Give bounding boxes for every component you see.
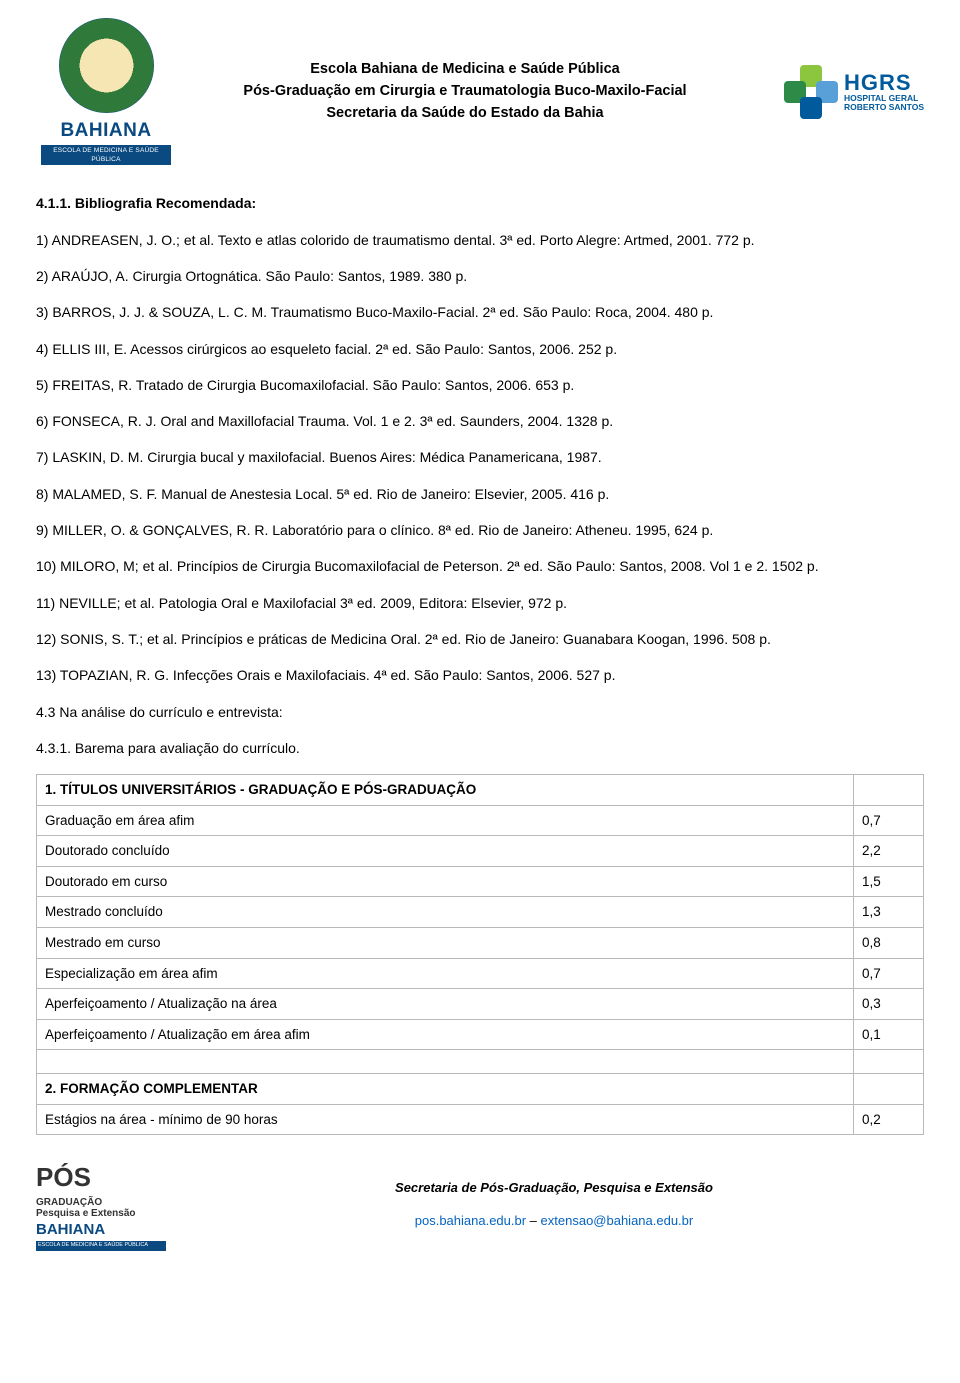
table-row: Graduação em área afim0,7 <box>37 805 924 836</box>
reference-7: 7) LASKIN, D. M. Cirurgia bucal y maxilo… <box>36 447 924 467</box>
page-footer: PÓS GRADUAÇÃO Pesquisa e Extensão BAHIAN… <box>36 1159 924 1250</box>
footer-link-email[interactable]: extensao@bahiana.edu.br <box>541 1213 694 1228</box>
table-blank-cell <box>854 1050 924 1074</box>
section-4-3-heading: 4.3 Na análise do currículo e entrevista… <box>36 702 924 722</box>
pos-logo-sub2: Pesquisa e Extensão <box>36 1208 166 1219</box>
hgrs-logo-block: HGRS HOSPITAL GERAL ROBERTO SANTOS <box>754 65 924 119</box>
table-cell-label: Estágios na área - mínimo de 90 horas <box>37 1104 854 1135</box>
reference-6: 6) FONSECA, R. J. Oral and Maxillofacial… <box>36 411 924 431</box>
reference-10: 10) MILORO, M; et al. Princípios de Ciru… <box>36 556 924 576</box>
barema-table: 1. TÍTULOS UNIVERSITÁRIOS - GRADUAÇÃO E … <box>36 774 924 1135</box>
bahiana-logo-subtitle: ESCOLA DE MEDICINA E SAÚDE PÚBLICA <box>41 145 171 166</box>
table-cell-label: Mestrado em curso <box>37 927 854 958</box>
table-row: Doutorado concluído2,2 <box>37 836 924 867</box>
table-row: Doutorado em curso1,5 <box>37 866 924 897</box>
footer-bahiana-title: BAHIANA <box>36 1219 166 1241</box>
pos-graduacao-logo: PÓS GRADUAÇÃO Pesquisa e Extensão BAHIAN… <box>36 1159 166 1250</box>
reference-1: 1) ANDREASEN, J. O.; et al. Texto e atla… <box>36 230 924 250</box>
table-cell-label: Doutorado concluído <box>37 836 854 867</box>
page-header: BAHIANA ESCOLA DE MEDICINA E SAÚDE PÚBLI… <box>36 18 924 165</box>
table-cell-value: 1,5 <box>854 866 924 897</box>
header-line-1: Escola Bahiana de Medicina e Saúde Públi… <box>186 59 744 81</box>
footer-secretariat: Secretaria de Pós-Graduação, Pesquisa e … <box>184 1179 924 1198</box>
header-line-2: Pós-Graduação em Cirurgia e Traumatologi… <box>186 81 744 103</box>
table-section-1-title: 1. TÍTULOS UNIVERSITÁRIOS - GRADUAÇÃO E … <box>37 775 854 806</box>
table-cell-label: Doutorado em curso <box>37 866 854 897</box>
table-cell-label: Mestrado concluído <box>37 897 854 928</box>
table-cell-value: 2,2 <box>854 836 924 867</box>
cirurgia-traumatologia-seal-icon <box>59 18 154 113</box>
table-cell-label: Aperfeiçoamento / Atualização em área af… <box>37 1019 854 1050</box>
hgrs-cross-icon <box>784 65 838 119</box>
reference-2: 2) ARAÚJO, A. Cirurgia Ortognática. São … <box>36 266 924 286</box>
table-row: Especialização em área afim0,7 <box>37 958 924 989</box>
reference-13: 13) TOPAZIAN, R. G. Infecções Orais e Ma… <box>36 665 924 685</box>
table-cell-value: 1,3 <box>854 897 924 928</box>
footer-links: pos.bahiana.edu.br – extensao@bahiana.ed… <box>184 1212 924 1231</box>
section-4-1-1-heading: 4.1.1. Bibliografia Recomendada: <box>36 193 924 213</box>
table-row: Mestrado em curso0,8 <box>37 927 924 958</box>
pos-logo-sub1: GRADUAÇÃO <box>36 1197 166 1208</box>
table-cell-value: 0,8 <box>854 927 924 958</box>
footer-link-site[interactable]: pos.bahiana.edu.br <box>415 1213 526 1228</box>
table-section-2-title: 2. FORMAÇÃO COMPLEMENTAR <box>37 1074 854 1105</box>
table-cell-value: 0,7 <box>854 805 924 836</box>
hgrs-title: HGRS <box>844 71 924 94</box>
reference-12: 12) SONIS, S. T.; et al. Princípios e pr… <box>36 629 924 649</box>
section-4-3-1-heading: 4.3.1. Barema para avaliação do currícul… <box>36 738 924 758</box>
reference-9: 9) MILLER, O. & GONÇALVES, R. R. Laborat… <box>36 520 924 540</box>
table-blank-row <box>37 1050 924 1074</box>
reference-8: 8) MALAMED, S. F. Manual de Anestesia Lo… <box>36 484 924 504</box>
table-cell-label: Especialização em área afim <box>37 958 854 989</box>
table-cell-label: Aperfeiçoamento / Atualização na área <box>37 989 854 1020</box>
table-cell-value: 0,7 <box>854 958 924 989</box>
document-body: 4.1.1. Bibliografia Recomendada: 1) ANDR… <box>36 193 924 1135</box>
table-row: Estágios na área - mínimo de 90 horas0,2 <box>37 1104 924 1135</box>
pos-logo-title: PÓS <box>36 1159 166 1197</box>
table-section-1-header: 1. TÍTULOS UNIVERSITÁRIOS - GRADUAÇÃO E … <box>37 775 924 806</box>
footer-bahiana-sub: ESCOLA DE MEDICINA E SAÚDE PÚBLICA <box>36 1241 166 1251</box>
table-cell-value: 0,2 <box>854 1104 924 1135</box>
table-section-2-value <box>854 1074 924 1105</box>
table-row: Mestrado concluído1,3 <box>37 897 924 928</box>
left-logo-block: BAHIANA ESCOLA DE MEDICINA E SAÚDE PÚBLI… <box>36 18 176 165</box>
table-section-1-value <box>854 775 924 806</box>
footer-link-separator: – <box>526 1213 540 1228</box>
bahiana-logo: BAHIANA ESCOLA DE MEDICINA E SAÚDE PÚBLI… <box>41 117 171 165</box>
table-cell-value: 0,1 <box>854 1019 924 1050</box>
table-section-2-header: 2. FORMAÇÃO COMPLEMENTAR <box>37 1074 924 1105</box>
table-cell-value: 0,3 <box>854 989 924 1020</box>
table-blank-cell <box>37 1050 854 1074</box>
reference-11: 11) NEVILLE; et al. Patologia Oral e Max… <box>36 593 924 613</box>
reference-4: 4) ELLIS III, E. Acessos cirúrgicos ao e… <box>36 339 924 359</box>
footer-text-block: Secretaria de Pós-Graduação, Pesquisa e … <box>184 1179 924 1231</box>
table-row: Aperfeiçoamento / Atualização em área af… <box>37 1019 924 1050</box>
header-line-3: Secretaria da Saúde do Estado da Bahia <box>186 103 744 125</box>
hgrs-subtitle-2: ROBERTO SANTOS <box>844 103 924 112</box>
reference-3: 3) BARROS, J. J. & SOUZA, L. C. M. Traum… <box>36 302 924 322</box>
reference-5: 5) FREITAS, R. Tratado de Cirurgia Bucom… <box>36 375 924 395</box>
header-institution-text: Escola Bahiana de Medicina e Saúde Públi… <box>176 59 754 124</box>
table-row: Aperfeiçoamento / Atualização na área0,3 <box>37 989 924 1020</box>
bahiana-logo-title: BAHIANA <box>41 117 171 145</box>
table-cell-label: Graduação em área afim <box>37 805 854 836</box>
